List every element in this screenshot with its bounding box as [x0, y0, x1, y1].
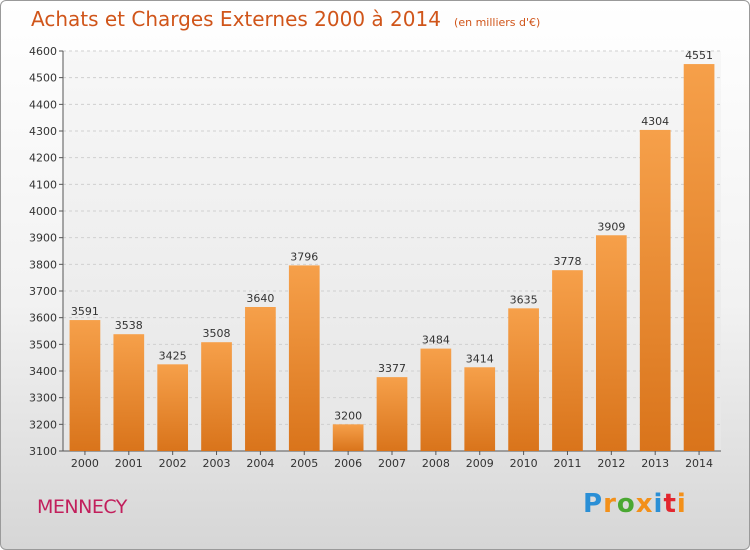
x-tick-label: 2003: [203, 457, 231, 470]
bar: [157, 364, 189, 451]
y-tick-label: 4000: [29, 205, 57, 218]
data-label: 4551: [685, 49, 713, 62]
data-label: 3425: [159, 349, 187, 362]
city-name: MENNECY: [37, 496, 127, 518]
bar: [420, 348, 452, 451]
data-label: 3538: [115, 319, 143, 332]
x-tick-label: 2013: [641, 457, 669, 470]
bar: [288, 265, 320, 451]
data-label: 3591: [71, 305, 99, 318]
data-label: 3778: [553, 255, 581, 268]
title-row: Achats et Charges Externes 2000 à 2014 (…: [31, 7, 540, 31]
data-label: 4304: [641, 115, 669, 128]
data-label: 3640: [246, 292, 274, 305]
y-tick-label: 4600: [29, 45, 57, 58]
bar: [332, 424, 364, 451]
data-label: 3484: [422, 334, 450, 347]
bar: [113, 334, 145, 451]
bar: [639, 129, 671, 451]
data-label: 3200: [334, 409, 362, 422]
y-tick-label: 3400: [29, 365, 57, 378]
bar: [201, 342, 232, 451]
logo-letter: o: [616, 489, 636, 519]
logo-letter: x: [635, 489, 654, 519]
data-label: 3796: [290, 250, 318, 263]
y-tick-label: 4100: [29, 178, 57, 191]
y-tick-label: 3900: [29, 232, 57, 245]
y-tick-label: 3800: [29, 258, 57, 271]
data-label: 3414: [466, 352, 494, 365]
bar: [464, 367, 496, 451]
proxiti-logo: Proxiti: [583, 489, 687, 519]
data-label: 3909: [597, 220, 625, 233]
x-tick-label: 2010: [510, 457, 538, 470]
x-tick-label: 2008: [422, 457, 450, 470]
chart-subtitle: (en milliers d'€): [454, 16, 541, 29]
logo-letter: r: [603, 489, 617, 519]
y-tick-label: 3200: [29, 418, 57, 431]
y-tick-label: 4500: [29, 72, 57, 85]
x-tick-label: 2005: [290, 457, 318, 470]
bar: [552, 270, 583, 451]
bar: [508, 308, 539, 451]
x-tick-label: 2011: [553, 457, 581, 470]
y-tick-label: 3700: [29, 285, 57, 298]
x-tick-label: 2002: [159, 457, 187, 470]
x-tick-label: 2000: [71, 457, 99, 470]
x-tick-label: 2001: [115, 457, 143, 470]
logo-letter: P: [583, 489, 604, 519]
y-tick-label: 3600: [29, 312, 57, 325]
y-tick-label: 3100: [29, 445, 57, 458]
x-tick-label: 2007: [378, 457, 406, 470]
bar: [595, 235, 627, 451]
logo-letter: i: [653, 489, 664, 519]
x-tick-label: 2009: [466, 457, 494, 470]
chart-title: Achats et Charges Externes 2000 à 2014: [31, 7, 441, 31]
x-tick-label: 2012: [597, 457, 625, 470]
y-tick-label: 4400: [29, 98, 57, 111]
data-label: 3508: [203, 327, 231, 340]
y-tick-label: 3500: [29, 338, 57, 351]
x-tick-label: 2006: [334, 457, 362, 470]
y-tick-label: 4300: [29, 125, 57, 138]
bar: [69, 320, 101, 451]
data-label: 3635: [510, 293, 538, 306]
bar: [376, 377, 408, 451]
logo-letter: i: [676, 489, 687, 519]
data-label: 3377: [378, 362, 406, 375]
bar: [245, 307, 276, 451]
bar: [683, 64, 715, 452]
y-tick-label: 4200: [29, 152, 57, 165]
x-tick-label: 2014: [685, 457, 713, 470]
y-tick-label: 3300: [29, 392, 57, 405]
logo-letter: t: [663, 489, 677, 519]
x-tick-label: 2004: [246, 457, 274, 470]
